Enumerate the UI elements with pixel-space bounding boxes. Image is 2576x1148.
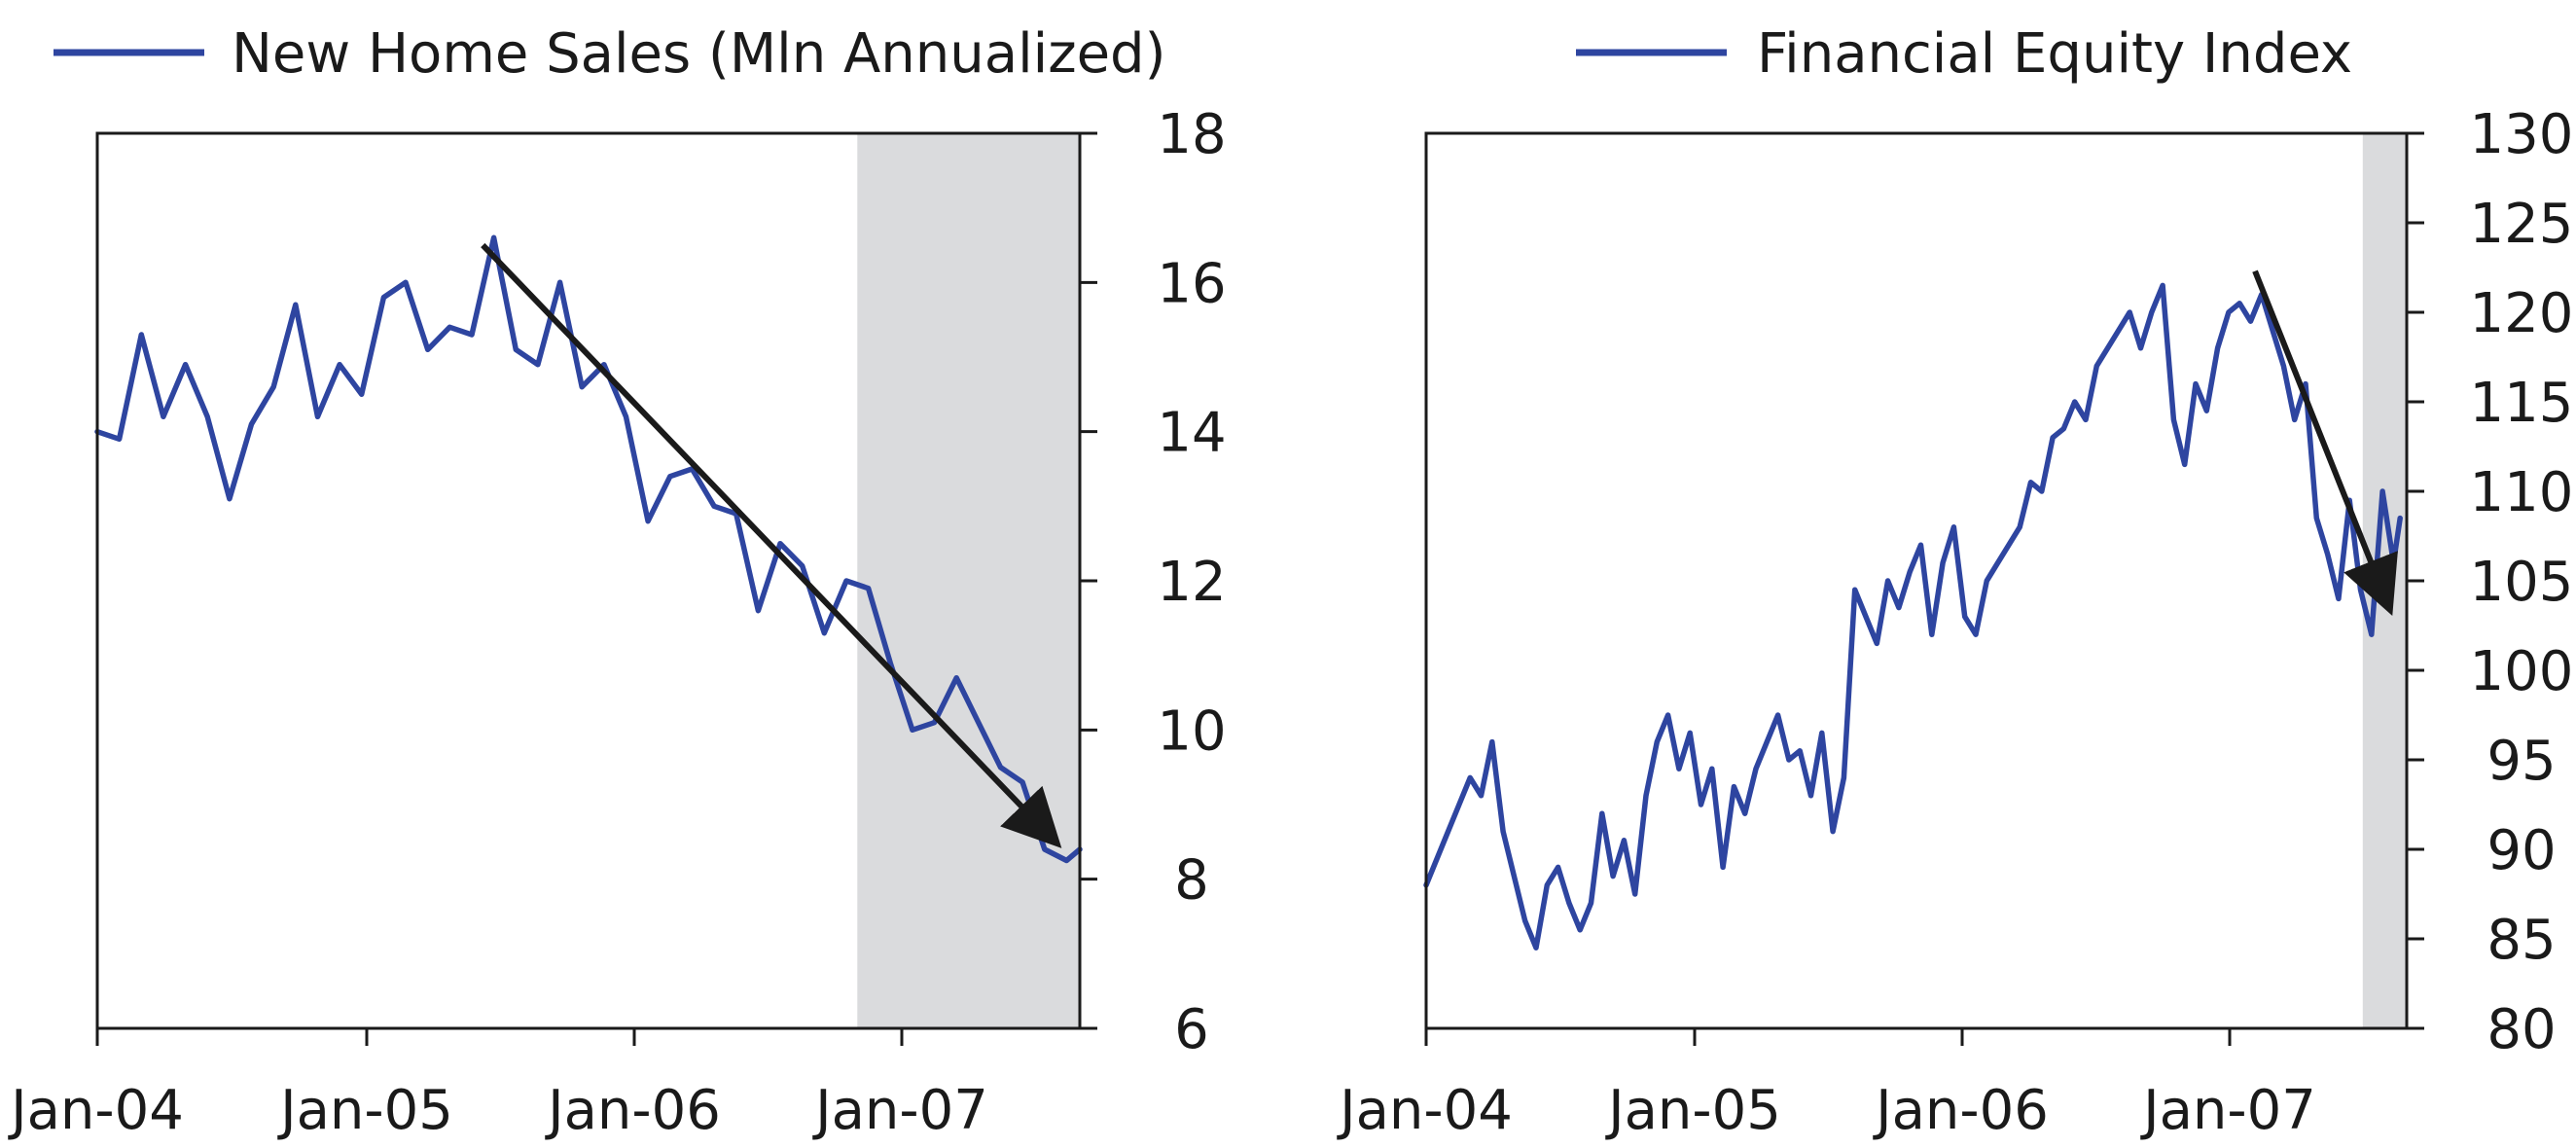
y-tick-label: 6 <box>1174 998 1209 1061</box>
y-tick-label: 14 <box>1157 402 1226 465</box>
plot-area: 6 8 10 12 14 16 18 Jan-04 Jan-05 Jan-06 Jan-07 <box>8 103 1227 1142</box>
y-tick-label: 16 <box>1157 252 1226 315</box>
y-tick-label: 115 <box>2470 372 2574 435</box>
shaded-region <box>2362 133 2407 1028</box>
panel-financial-equity-index: Financial Equity Index 80 85 90 95 100 105 110… <box>1337 22 2573 1142</box>
y-tick-label: 120 <box>2470 282 2574 345</box>
x-tick-label: Jan-06 <box>1873 1079 2049 1142</box>
y-tick-label: 90 <box>2487 819 2556 882</box>
legend-label: Financial Equity Index <box>1757 22 2352 86</box>
y-tick-label: 12 <box>1157 551 1226 614</box>
plot-area: 80 85 90 95 100 105 110 115 120 125 130 Jan-04 Jan-0… <box>1337 103 2573 1142</box>
y-tick-label: 10 <box>1157 700 1226 763</box>
legend-label: New Home Sales (Mln Annualized) <box>232 22 1165 86</box>
shaded-region <box>857 133 1080 1028</box>
panel-new-home-sales: New Home Sales (Mln Annualized) 6 8 10 12 14… <box>8 22 1227 1142</box>
y-tick-label: 95 <box>2487 730 2556 793</box>
y-tick-label: 100 <box>2470 640 2574 703</box>
x-tick-label: Jan-07 <box>812 1079 988 1142</box>
y-tick-label: 8 <box>1174 849 1209 913</box>
y-tick-label: 80 <box>2487 998 2556 1061</box>
x-tick-label: Jan-05 <box>277 1079 453 1142</box>
y-tick-label: 110 <box>2470 461 2574 524</box>
x-tick-label: Jan-04 <box>1337 1079 1513 1142</box>
y-tick-label: 85 <box>2487 909 2556 972</box>
series-line <box>1423 282 2403 951</box>
trend-arrow <box>2252 269 2398 616</box>
x-tick-label: Jan-07 <box>2140 1079 2316 1142</box>
x-tick-label: Jan-04 <box>8 1079 184 1142</box>
plot-frame <box>1424 131 2409 1030</box>
series-line <box>94 234 1083 864</box>
x-tick-label: Jan-05 <box>1605 1079 1781 1142</box>
y-tick-label: 105 <box>2470 551 2574 614</box>
trend-arrow <box>481 242 1062 848</box>
y-tick-label: 18 <box>1157 103 1226 166</box>
y-tick-label: 125 <box>2470 193 2574 256</box>
y-tick-label: 130 <box>2470 103 2574 166</box>
x-tick-label: Jan-06 <box>545 1079 721 1142</box>
